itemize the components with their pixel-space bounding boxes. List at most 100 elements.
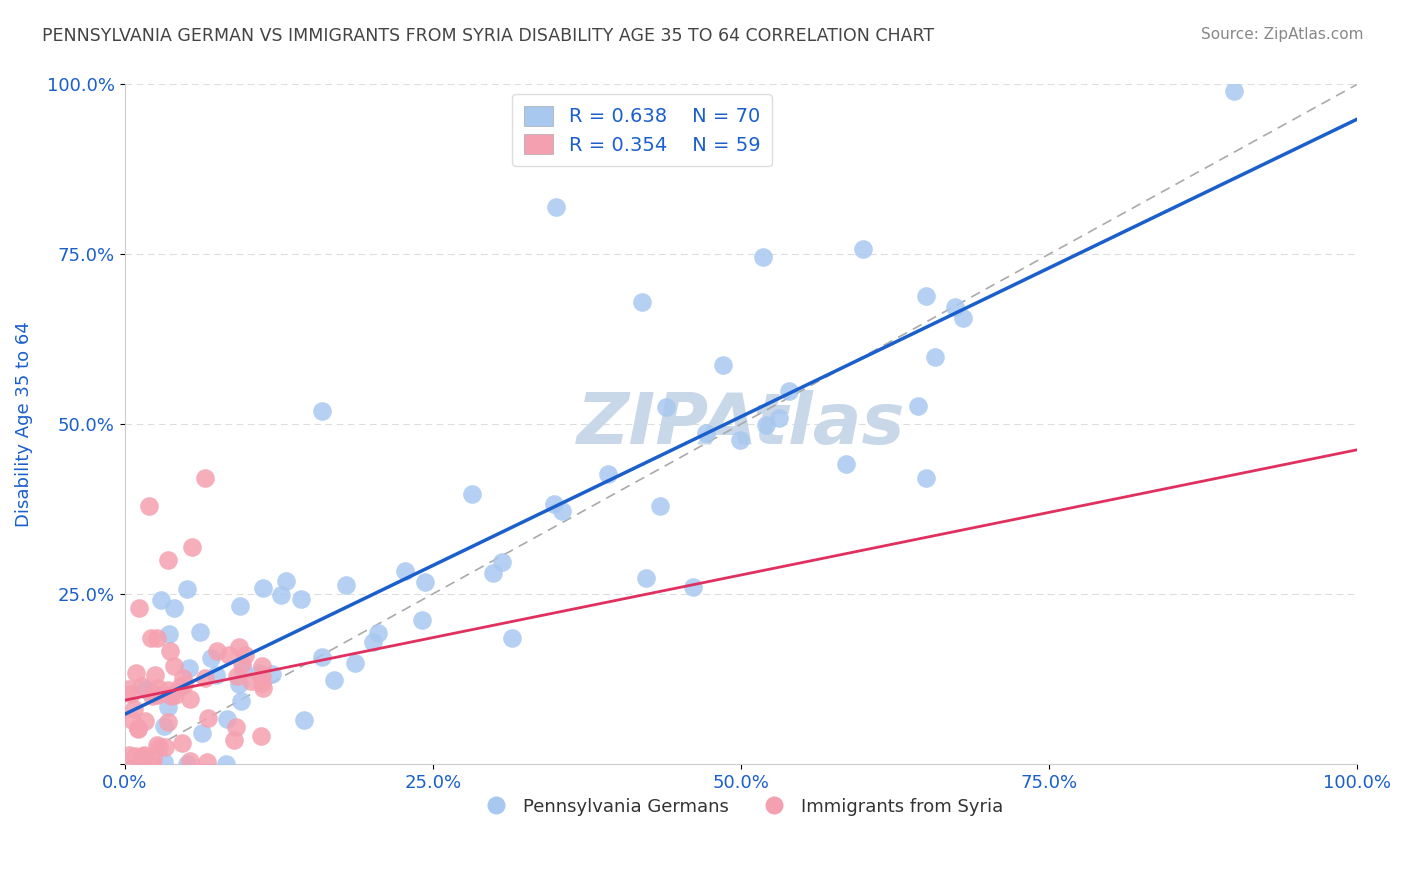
Point [650,499,672,513]
Point [173,677,195,691]
Point [411,613,433,627]
Point [311,650,333,665]
Point [118,748,141,763]
Point [239,674,262,689]
Point [728,433,751,447]
Point [695,425,717,440]
Point [120,688,142,702]
Point [134,682,156,697]
Point [128,601,150,615]
Point [231,657,253,672]
Point [145,687,167,701]
Point [155,739,177,754]
Point [194,671,217,685]
Point [228,677,250,691]
Point [943,300,966,314]
Point [361,635,384,649]
Point [131,679,153,693]
Point [136,683,159,698]
Point [121,714,143,728]
Point [179,754,201,768]
Point [127,722,149,736]
Point [915,289,938,303]
Point [229,694,252,708]
Point [134,714,156,728]
Point [205,644,228,658]
Point [222,732,245,747]
Point [157,627,180,641]
Point [194,471,217,485]
Point [145,688,167,702]
Point [755,417,778,432]
Point [290,591,312,606]
Point [139,632,162,646]
Point [179,691,201,706]
Point [634,571,657,585]
Point [394,565,416,579]
Point [335,577,357,591]
Point [413,575,436,590]
Point [117,681,139,696]
Point [200,650,222,665]
Point [218,648,240,663]
Point [551,504,574,518]
Point [159,644,181,658]
Point [262,667,284,681]
Point [190,726,212,740]
Point [153,755,176,769]
Point [598,467,620,481]
Point [952,311,974,326]
Point [226,669,249,683]
Point [124,749,146,764]
Text: ZIPAtlas: ZIPAtlas [576,390,905,458]
Point [481,566,503,580]
Point [146,681,169,696]
Point [179,661,201,675]
Point [156,683,179,698]
Point [250,729,273,743]
Point [322,673,344,687]
Point [214,756,236,771]
Point [145,631,167,645]
Point [752,250,775,264]
Point [132,749,155,764]
Point [217,712,239,726]
Point [835,457,858,471]
Point [148,739,170,754]
Point [682,580,704,594]
Point [225,720,247,734]
Point [127,723,149,737]
Point [138,499,160,513]
Point [172,671,194,685]
Point [852,242,875,256]
Point [252,581,274,595]
Point [270,588,292,602]
Point [160,690,183,704]
Text: Source: ZipAtlas.com: Source: ZipAtlas.com [1201,27,1364,42]
Point [367,626,389,640]
Point [176,756,198,771]
Point [631,294,654,309]
Point [153,719,176,733]
Point [122,702,145,716]
Point [461,487,484,501]
Point [157,700,180,714]
Point [235,648,257,662]
Point [176,582,198,597]
Point [181,541,204,555]
Point [160,688,183,702]
Point [914,471,936,485]
Point [162,601,184,615]
Point [146,738,169,752]
Legend: Pennsylvania Germans, Immigrants from Syria: Pennsylvania Germans, Immigrants from Sy… [471,790,1011,822]
Point [204,667,226,681]
Point [768,411,790,425]
Point [157,714,180,729]
Point [188,624,211,639]
Point [129,756,152,771]
Point [134,747,156,762]
Point [924,350,946,364]
Point [141,689,163,703]
Point [711,358,734,372]
Point [292,713,315,727]
